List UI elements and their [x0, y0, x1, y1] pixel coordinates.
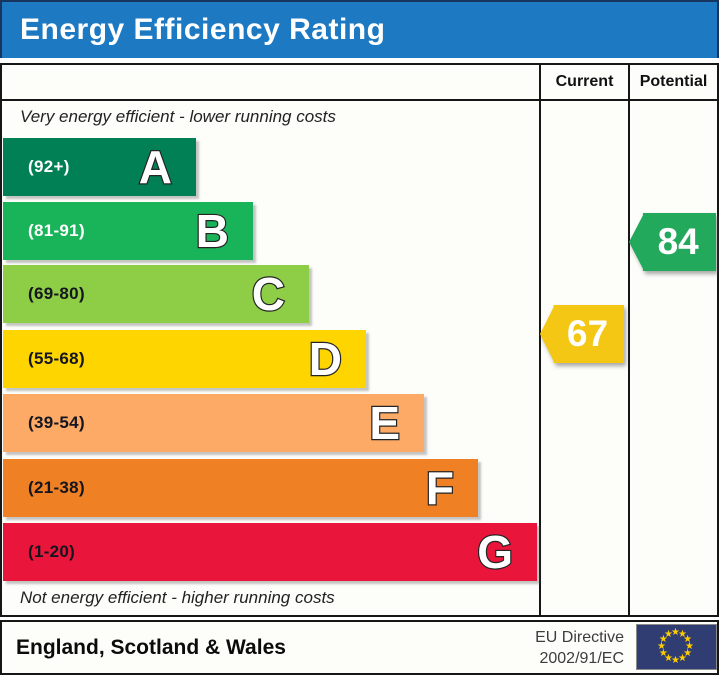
eu-flag-star: ★ — [657, 641, 666, 652]
band-row-d: (55-68) D — [3, 330, 366, 388]
page-title: Energy Efficiency Rating — [20, 13, 386, 46]
band-range-label: (69-80) — [28, 284, 85, 303]
left-pointer-shape: 84 — [629, 213, 716, 271]
eu-flag-icon: ★ ★ ★ ★ ★ ★ ★ ★ ★ ★ ★ ★ — [636, 624, 717, 670]
band-letter: G — [476, 525, 514, 579]
band-range-label: (81-91) — [28, 221, 85, 240]
current-rating-value: 67 — [566, 313, 609, 354]
eu-flag-star: ★ — [683, 634, 693, 645]
band-range-label: (55-68) — [28, 349, 85, 368]
top-note: Very energy efficient - lower running co… — [20, 107, 336, 126]
band-row-f: (21-38) F — [3, 459, 478, 517]
band-letter: B — [195, 204, 231, 258]
eu-flag-star: ★ — [678, 628, 687, 640]
eu-directive-line1: EU Directive — [535, 629, 624, 646]
eu-flag-star: ★ — [685, 641, 694, 652]
region-label: England, Scotland & Wales — [16, 635, 286, 659]
band-letter: F — [425, 461, 456, 515]
footer: England, Scotland & Wales EU Directive 2… — [0, 620, 719, 675]
column-header-potential: Potential — [639, 73, 708, 90]
column-header-current: Current — [555, 73, 614, 90]
eu-directive-line2: 2002/91/EC — [539, 650, 624, 667]
band-range-label: (21-38) — [28, 478, 85, 497]
left-pointer-shape: 67 — [540, 305, 624, 363]
band-range-label: (1-20) — [28, 542, 76, 561]
band-range-label: (39-54) — [28, 413, 85, 432]
eu-flag-star: ★ — [658, 648, 668, 659]
band-range-label: (92+) — [28, 157, 70, 176]
potential-rating-value: 84 — [657, 221, 699, 262]
potential-rating-arrow: 84 — [629, 213, 716, 271]
eu-flag-star: ★ — [671, 627, 680, 638]
band-row-e: (39-54) E — [3, 394, 424, 452]
band-letter: D — [308, 332, 344, 386]
band-row-g: (1-20) G — [3, 523, 537, 581]
eu-flag-star: ★ — [683, 648, 693, 659]
band-row-c: (69-80) C — [3, 265, 309, 323]
current-rating-arrow: 67 — [540, 305, 624, 363]
header-row-divider — [2, 99, 717, 101]
potential-column-divider — [628, 65, 630, 615]
bottom-note: Not energy efficient - higher running co… — [20, 588, 335, 607]
title-banner: Energy Efficiency Rating — [0, 0, 719, 58]
current-column-divider — [539, 65, 541, 615]
band-letter: E — [368, 396, 401, 450]
eu-flag-star: ★ — [678, 653, 687, 665]
band-letter: C — [251, 267, 287, 321]
band-letter: A — [138, 140, 174, 194]
eu-flag-star: ★ — [664, 653, 673, 665]
band-row-b: (81-91) B — [3, 202, 253, 260]
eu-flag-star: ★ — [671, 655, 680, 666]
eu-flag-star: ★ — [658, 634, 668, 645]
band-row-a: (92+) A — [3, 138, 196, 196]
eu-flag-star: ★ — [664, 628, 673, 640]
eu-directive-label: EU Directive 2002/91/EC — [535, 627, 624, 669]
